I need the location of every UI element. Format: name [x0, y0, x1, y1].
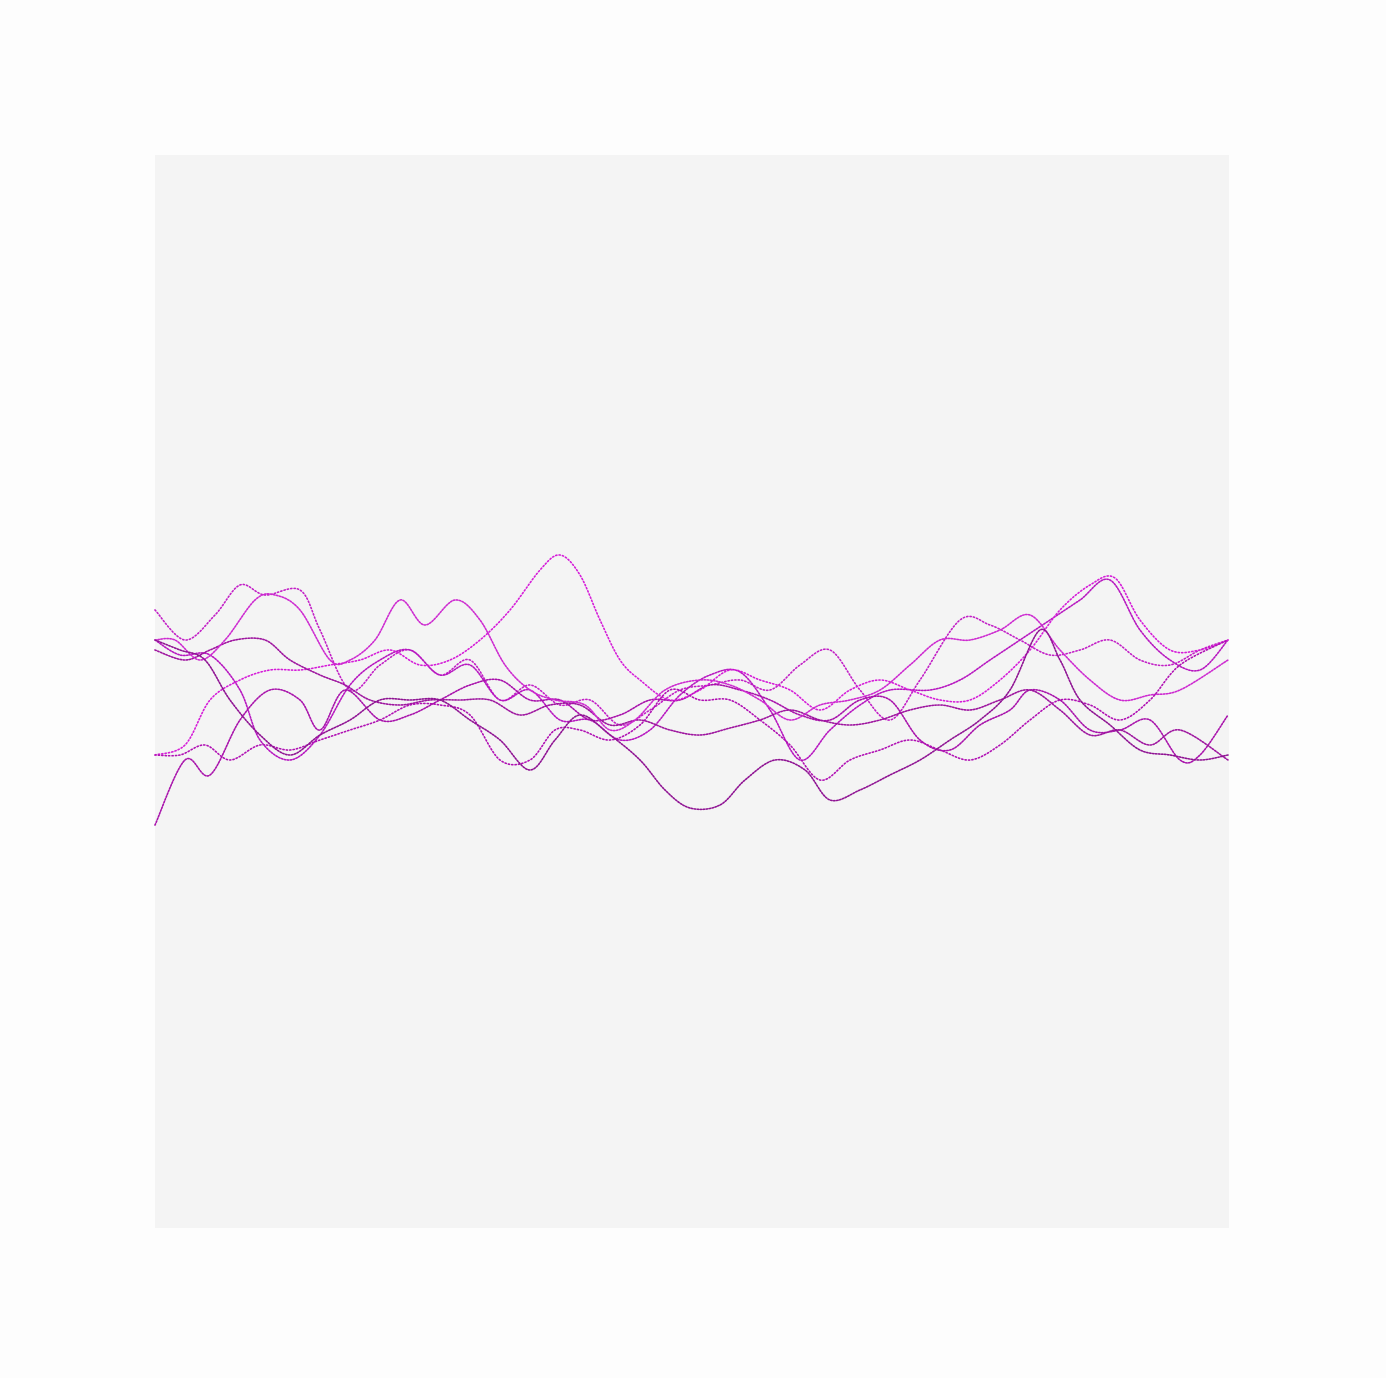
dotted-line-8 — [154, 628, 1229, 811]
dotted-line-4 — [154, 554, 1229, 756]
dotted-line-5 — [154, 637, 1229, 761]
dotted-line-7 — [154, 639, 1229, 781]
dotted-line-group — [154, 554, 1229, 826]
dotted-line-1 — [154, 583, 1229, 726]
canvas-background — [155, 155, 1229, 1228]
dotted-line-6 — [154, 593, 1229, 732]
